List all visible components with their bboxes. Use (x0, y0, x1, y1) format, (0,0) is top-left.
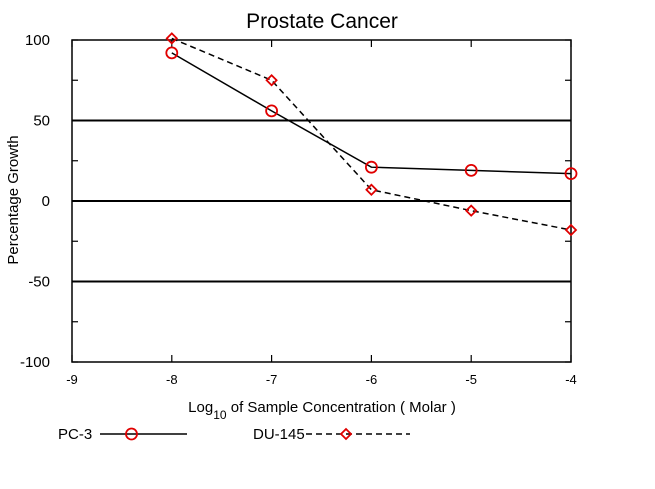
data-point-du-145 (365, 183, 378, 197)
plot-area: -9 -8 -7 -6 -5 -4 100 50 0 -50 -100 (20, 32, 578, 387)
x-axis-label-suffix: of Sample Concentration ( Molar ) (227, 399, 456, 416)
legend: PC-3 DU-145 (58, 426, 410, 443)
data-point-du-145 (564, 223, 578, 237)
data-point-pc-3 (464, 164, 478, 177)
chart-title: Prostate Cancer (246, 10, 398, 33)
data-point-pc-3 (564, 167, 578, 181)
y-tick-label: 50 (33, 113, 50, 130)
x-axis-label-prefix: Log (188, 399, 213, 416)
data-point-pc-3 (364, 160, 378, 174)
x-axis-label: Log10 of Sample Concentration ( Molar ) (188, 399, 456, 422)
series-line-du-145 (171, 37, 572, 231)
data-point-du-145 (265, 73, 278, 87)
y-tick-label: 100 (25, 32, 50, 49)
x-tick-label: -6 (366, 372, 378, 387)
legend-label-pc-3: PC-3 (58, 426, 92, 443)
x-tick-label: -5 (465, 372, 477, 387)
series-line-pc-3 (171, 52, 572, 175)
legend-label-du-145: DU-145 (253, 426, 305, 443)
x-tick-label: -7 (266, 372, 278, 387)
x-axis-label-subscript: 10 (213, 408, 227, 422)
data-point-du-145 (165, 32, 179, 45)
x-tick-label: -8 (166, 372, 178, 387)
y-tick-label: -100 (20, 354, 50, 371)
data-point-du-145 (464, 204, 478, 217)
legend-marker-du-145 (339, 427, 353, 441)
y-axis-label: Percentage Growth (5, 135, 22, 264)
data-point-pc-3 (265, 104, 279, 118)
x-tick-label: -4 (565, 372, 577, 387)
legend-marker-pc-3 (125, 427, 138, 441)
y-tick-label: -50 (28, 274, 50, 291)
x-tick-label: -9 (66, 372, 78, 387)
data-point-pc-3 (165, 46, 179, 60)
y-tick-label: 0 (42, 193, 50, 210)
